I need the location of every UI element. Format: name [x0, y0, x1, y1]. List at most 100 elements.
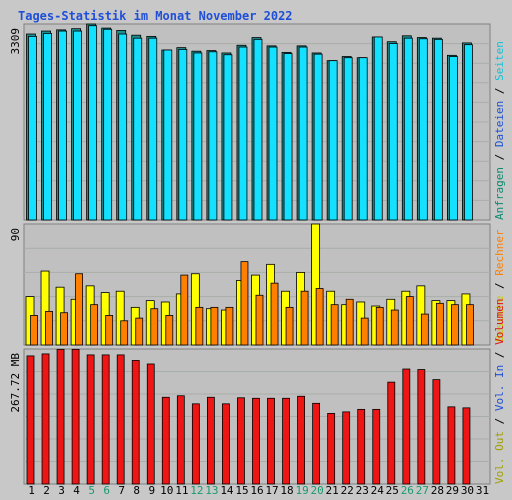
right-label-top: Anfragen / Dateien / Seiten [493, 41, 506, 220]
panel-1-bars [26, 23, 473, 221]
chart-title: Tages-Statistik im Monat November 2022 [18, 9, 293, 23]
x-tick-label: 27 [416, 484, 429, 497]
bar-volumen [161, 396, 170, 485]
bar-rechner [60, 312, 68, 346]
bar-dateien [464, 44, 473, 221]
bar-rechner [345, 298, 354, 346]
bar-dateien [133, 37, 143, 221]
bar-dateien [178, 49, 188, 221]
x-tick-label: 23 [356, 484, 369, 497]
bar-dateien [43, 33, 52, 221]
bar-dateien [148, 37, 158, 221]
bar-rechner [75, 273, 83, 346]
x-tick-label: 28 [431, 484, 444, 497]
bar-volumen [56, 348, 65, 485]
right-label-bottom-part: Vol. In [493, 365, 506, 411]
bar-volumen [462, 407, 471, 485]
x-tick-label: 8 [133, 484, 140, 497]
right-label-mid: Besuche / Rechner [493, 229, 506, 342]
right-series-labels: Anfragen / Dateien / Seiten Besuche / Rec… [493, 41, 506, 484]
bar-dateien [28, 35, 37, 221]
x-tick-label: 24 [371, 484, 385, 497]
x-tick-label: 21 [326, 484, 339, 497]
bar-rechner [210, 306, 219, 346]
x-tick-label: 18 [280, 484, 293, 497]
bar-dateien [208, 51, 218, 221]
bar-volumen [86, 354, 95, 485]
bar-volumen [297, 395, 305, 485]
bar-rechner [435, 302, 444, 346]
bar-rechner [240, 261, 249, 346]
bar-volumen [101, 354, 110, 485]
bar-volumen [237, 397, 245, 485]
bar-volumen [432, 379, 441, 485]
bar-dateien [223, 54, 233, 221]
x-tick-label: 20 [311, 484, 324, 497]
right-label-bottom-part: / [493, 345, 506, 365]
bar-volumen [357, 408, 366, 485]
bar-volumen [71, 348, 80, 485]
bar-volumen [176, 395, 185, 485]
bar-volumen [417, 369, 426, 485]
bar-dateien [118, 33, 128, 221]
bar-volumen [131, 360, 140, 485]
bar-rechner [285, 306, 294, 346]
x-tick-label: 1 [28, 484, 35, 497]
bar-volumen [26, 355, 35, 485]
bar-volumen [327, 412, 336, 485]
bar-rechner [405, 296, 414, 346]
right-label-mid-part: / [493, 276, 506, 296]
x-tick-label: 3 [58, 484, 65, 497]
bar-rechner [360, 317, 369, 346]
bar-volumen [312, 402, 321, 485]
bar-rechner [255, 294, 264, 346]
bar-rechner [180, 274, 189, 346]
bar-volumen [402, 368, 411, 485]
x-tick-label: 5 [88, 484, 95, 497]
bar-dateien [403, 37, 413, 221]
bar-besuche [40, 270, 50, 346]
bar-rechner [225, 306, 234, 346]
bar-rechner [330, 304, 339, 346]
bar-rechner [120, 320, 129, 346]
right-label-top-part: Seiten [493, 41, 506, 81]
x-tick-label: 30 [461, 484, 474, 497]
bar-dateien [163, 49, 173, 221]
bar-rechner [450, 304, 459, 346]
x-tick-label: 19 [295, 484, 308, 497]
x-tick-label: 22 [341, 484, 354, 497]
bar-rechner [270, 282, 279, 346]
bar-dateien [73, 30, 82, 221]
bar-rechner [466, 304, 474, 346]
y-axis-max-label: 267.72 MB [9, 353, 22, 413]
bar-volumen [267, 397, 275, 485]
right-label-top-part: Anfragen [493, 167, 506, 220]
right-label-top-part: / [493, 147, 506, 167]
bar-dateien [253, 38, 263, 221]
bar-volumen [447, 406, 456, 485]
panel-3-bars [26, 348, 471, 485]
x-tick-label: 31 [476, 484, 489, 497]
x-tick-label: 11 [175, 484, 188, 497]
x-tick-label: 29 [446, 484, 459, 497]
x-tick-label: 25 [386, 484, 399, 497]
bar-rechner [195, 306, 204, 346]
panel-2-bars [25, 223, 474, 346]
bar-volumen [387, 381, 396, 485]
bar-besuche [311, 223, 321, 346]
bar-dateien [433, 38, 443, 221]
right-label-mid-part: Rechner [493, 229, 506, 276]
x-tick-label: 7 [118, 484, 125, 497]
right-label-bottom-part: / [493, 411, 506, 431]
bar-besuche [115, 290, 125, 346]
bar-volumen [116, 354, 125, 485]
bar-dateien [238, 46, 248, 221]
bar-dateien [358, 57, 368, 221]
bar-dateien [448, 56, 458, 221]
bar-dateien [58, 30, 67, 221]
bar-volumen [252, 397, 260, 485]
right-label-bottom: Vol. Out / Vol. In / Volumen [493, 299, 506, 484]
x-tick-label: 4 [73, 484, 80, 497]
bar-rechner [375, 306, 384, 346]
